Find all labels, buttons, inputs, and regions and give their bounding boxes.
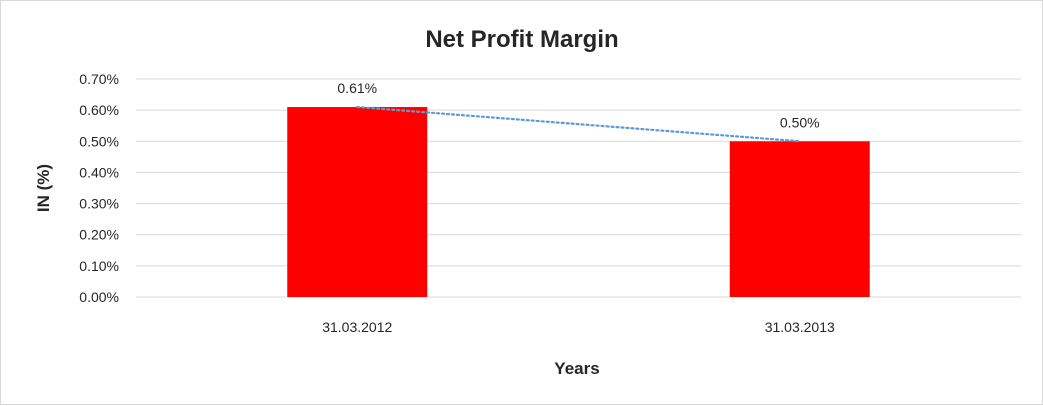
y-axis-ticks: 0.00% 0.10% 0.20% 0.30% 0.40% 0.50% 0.60% 0.70% bbox=[79, 71, 119, 305]
x-axis-ticks: 31.03.2012 31.03.2013 bbox=[322, 319, 835, 335]
x-tick-label: 31.03.2013 bbox=[765, 319, 835, 335]
y-tick-label: 0.60% bbox=[79, 102, 119, 118]
y-tick-label: 0.70% bbox=[79, 71, 119, 87]
gridlines bbox=[136, 78, 1021, 298]
trendline-line bbox=[356, 105, 801, 143]
data-labels: 0.61% 0.50% bbox=[337, 80, 819, 130]
y-tick-label: 0.20% bbox=[79, 227, 119, 243]
x-tick-label: 31.03.2012 bbox=[322, 319, 392, 335]
chart-title: Net Profit Margin bbox=[425, 26, 618, 53]
y-tick-label: 0.00% bbox=[79, 289, 119, 305]
y-tick-label: 0.40% bbox=[79, 164, 119, 180]
data-label: 0.50% bbox=[780, 114, 820, 130]
bar bbox=[287, 107, 428, 298]
y-axis-title: IN (%) bbox=[34, 164, 53, 212]
bar bbox=[729, 141, 870, 297]
y-tick-label: 0.50% bbox=[79, 133, 119, 149]
trendline bbox=[356, 105, 801, 143]
data-label: 0.61% bbox=[337, 80, 377, 96]
x-axis-title: Years bbox=[554, 359, 599, 378]
y-tick-label: 0.10% bbox=[79, 258, 119, 274]
y-tick-label: 0.30% bbox=[79, 196, 119, 212]
bars bbox=[287, 107, 870, 298]
